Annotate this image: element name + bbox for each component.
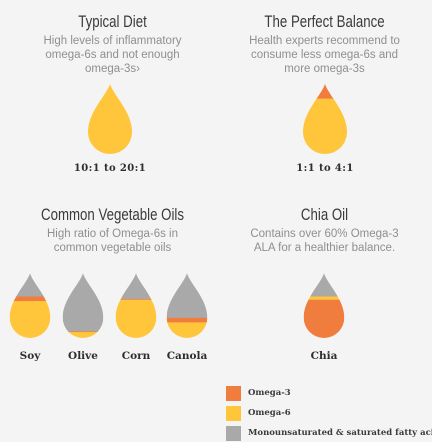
oil-olive-mono-layer — [62, 273, 104, 332]
typical-diet-description: High levels of inflammatory omega-6s and… — [43, 35, 182, 75]
oil-soy-drop-fill — [9, 273, 51, 338]
perfect-balance-drop — [303, 84, 347, 154]
legend-label-omega3: Omega-3 — [248, 388, 291, 398]
chia-oil-drop — [303, 273, 345, 338]
legend-label-mono: Monounsaturated & saturated fatty acids — [248, 428, 432, 438]
chia-oil-section: Chia Oil Contains over 60% Omega-3 ALA f… — [222, 205, 427, 255]
oil-canola-drop-fill — [166, 273, 208, 338]
oil-label-corn: Corn — [121, 350, 151, 362]
oil-label-canola: Canola — [166, 350, 208, 362]
oil-label-chia: Chia — [310, 350, 338, 362]
oil-corn-drop-fill — [115, 273, 157, 338]
legend-swatch-mono — [226, 426, 241, 441]
corn-oil-drop — [115, 273, 157, 338]
typical-diet-drop — [88, 84, 132, 154]
oil-olive-drop-fill — [62, 273, 104, 338]
oil-chia-omega6-layer — [303, 295, 345, 300]
perfect-balance-drop-fill — [303, 84, 347, 154]
oil-soy-mono-layer — [9, 273, 51, 297]
oil-olive-omega3-layer — [62, 330, 104, 333]
perfect-balance-section: The Perfect Balance Health experts recom… — [222, 12, 427, 76]
oil-soy-omega6-layer — [9, 300, 51, 338]
legend-swatch-omega6 — [226, 406, 241, 421]
perfect-balance-description: Health experts recommend to consume less… — [249, 35, 400, 75]
perfect-balance-ratio: 1:1 to 4:1 — [296, 163, 354, 174]
legend-swatch-omega3 — [226, 386, 241, 401]
soy-oil-drop — [9, 273, 51, 338]
oil-chia-mono-layer — [303, 273, 345, 297]
typical-diet-title: Typical Diet — [78, 12, 147, 31]
perfect-balance-omega3-layer — [303, 84, 347, 99]
oil-olive-omega6-layer — [62, 331, 104, 338]
typical-diet-section: Typical Diet High levels of inflammatory… — [10, 12, 215, 76]
chia-oil-title: Chia Oil — [300, 205, 349, 224]
oil-corn-omega6-layer — [115, 299, 157, 338]
common-oils-title: Common Vegetable Oils — [40, 205, 184, 224]
oil-chia-drop-fill — [303, 273, 345, 338]
common-oils-section: Common Vegetable Oils High ratio of Omeg… — [10, 205, 215, 255]
oil-canola-omega3-layer — [166, 317, 208, 323]
typical-diet-drop-fill — [88, 84, 132, 154]
legend-label-omega6: Omega-6 — [248, 408, 291, 418]
canola-oil-drop — [166, 273, 208, 338]
typical-diet-ratio: 10:1 to 20:1 — [73, 163, 147, 174]
common-oils-description: High ratio of Omega-6s in common vegetab… — [46, 228, 179, 254]
olive-oil-drop — [62, 273, 104, 338]
oil-label-olive: Olive — [68, 350, 98, 362]
perfect-balance-omega6-layer — [303, 98, 347, 154]
oil-label-soy: Soy — [19, 350, 41, 362]
perfect-balance-title: The Perfect Balance — [264, 12, 385, 31]
oil-soy-omega3-layer — [9, 295, 51, 302]
typical-diet-omega6-layer — [88, 84, 132, 154]
chia-oil-description: Contains over 60% Omega-3 ALA for a heal… — [250, 228, 399, 254]
oil-corn-omega3-layer — [115, 298, 157, 300]
oil-chia-omega3-layer — [303, 299, 345, 338]
oil-canola-omega6-layer — [166, 321, 208, 338]
oil-canola-mono-layer — [166, 273, 208, 318]
oil-corn-mono-layer — [115, 273, 157, 300]
